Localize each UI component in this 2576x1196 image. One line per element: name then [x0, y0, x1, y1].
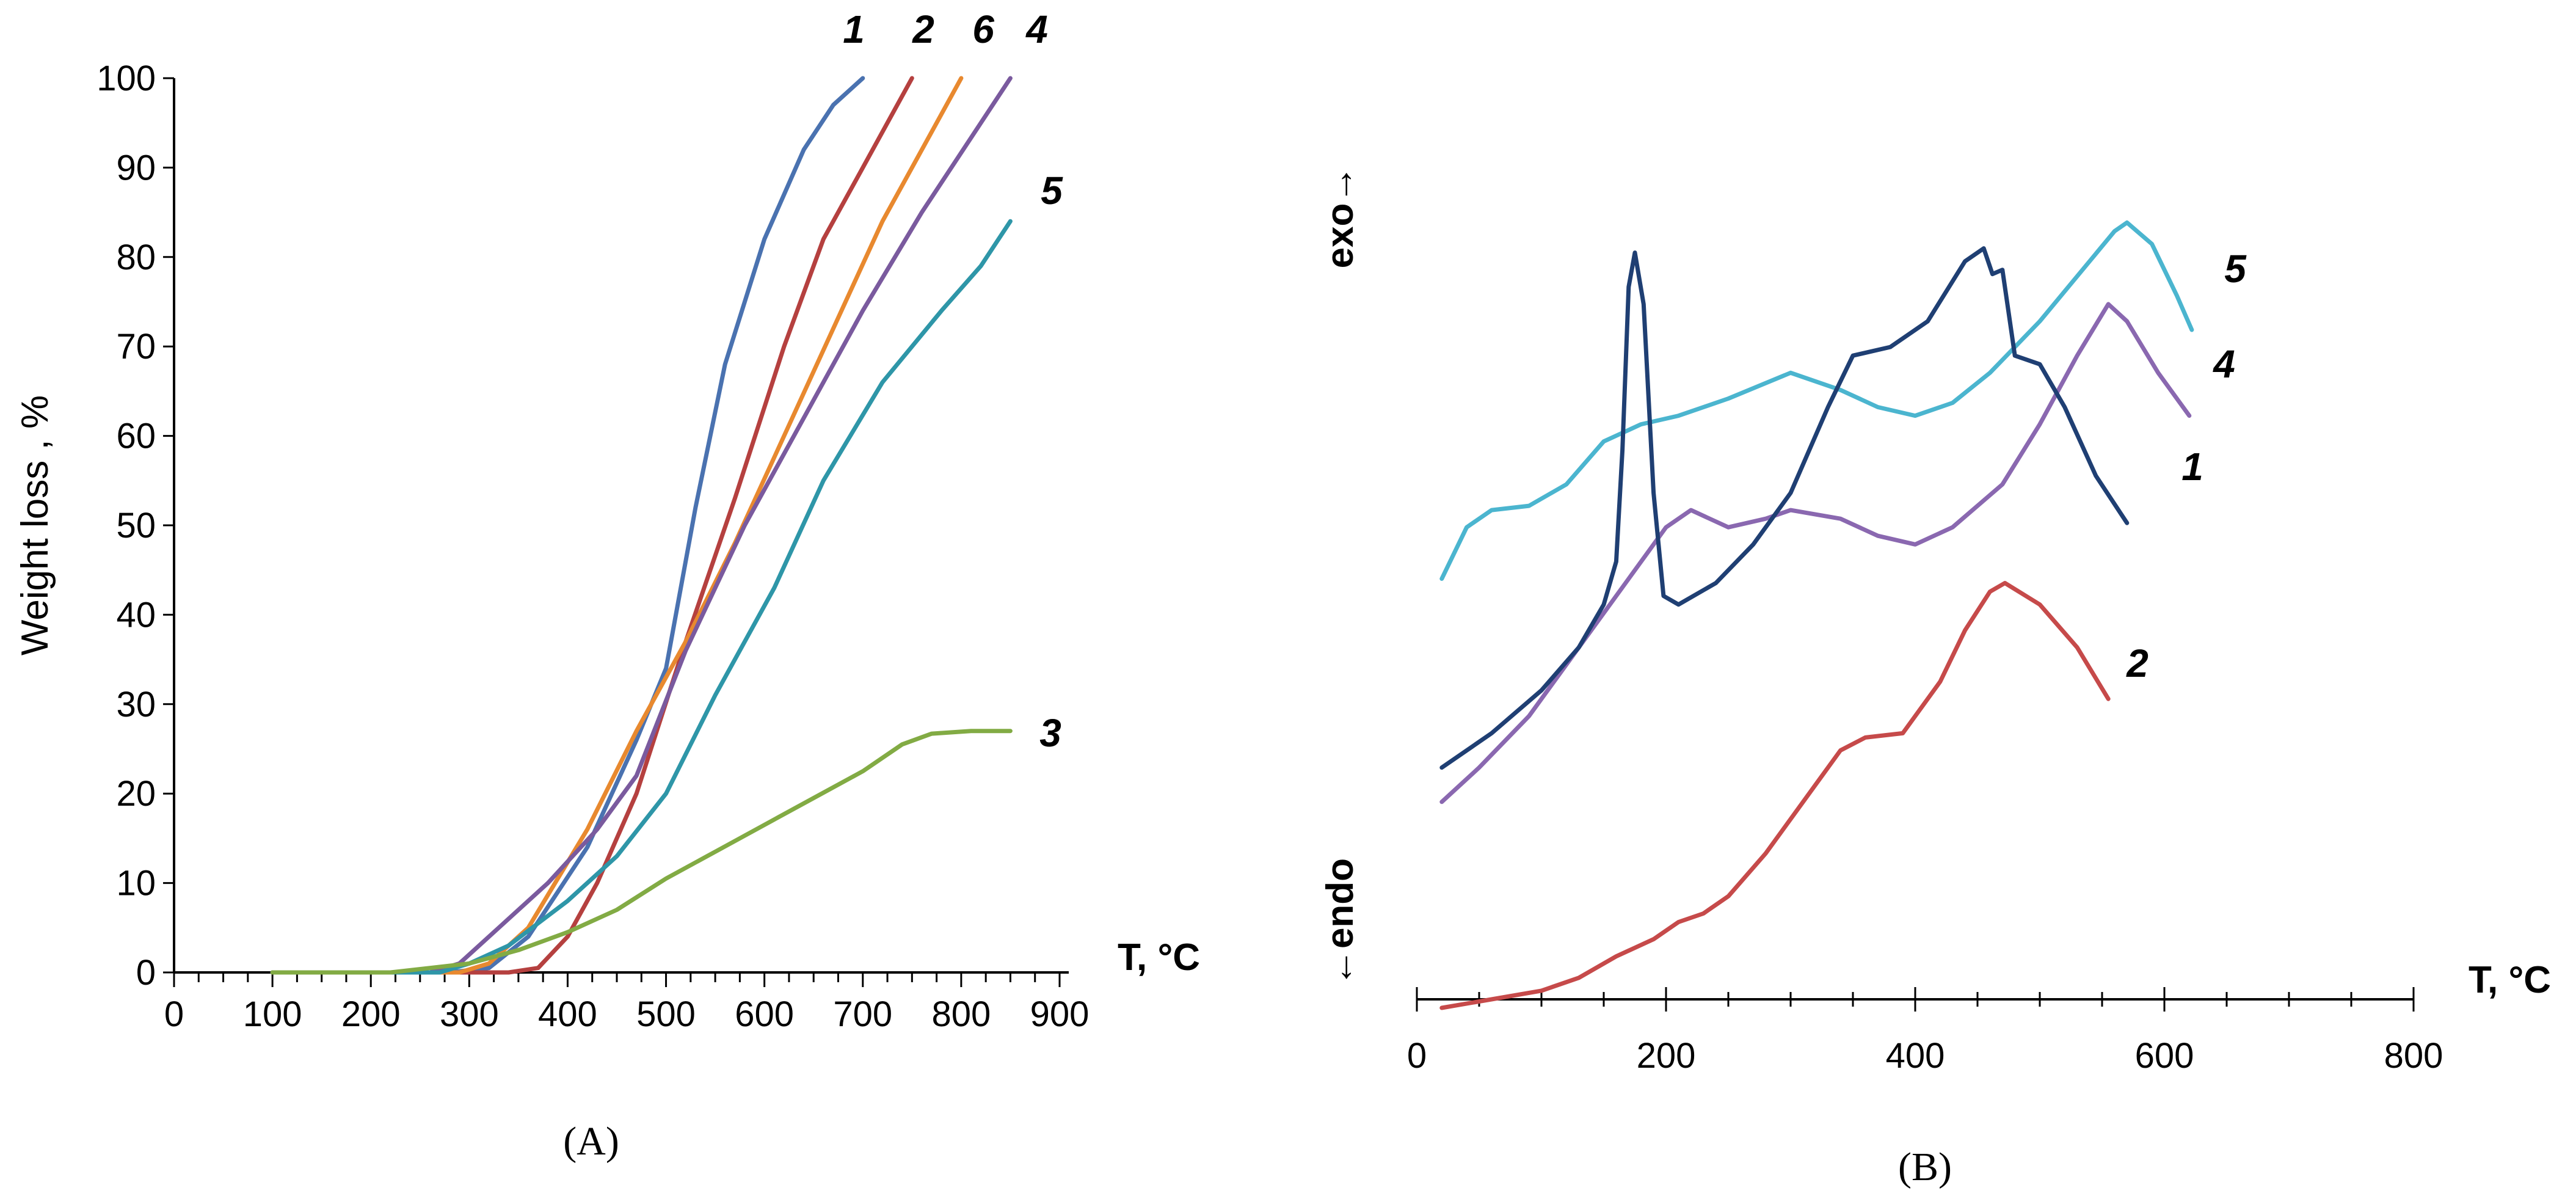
panel-b-x-tick-label: 400 [1886, 1036, 1945, 1076]
panel-b-x-tick-label: 800 [2384, 1036, 2443, 1076]
panel-a-series [270, 76, 1013, 975]
panel-a-series-4-line [270, 76, 1013, 975]
panel-a-x-tick-label: 600 [735, 994, 794, 1034]
panel-b-x-tick-label: 0 [1407, 1036, 1427, 1076]
panel-b-x-tick-label: 600 [2135, 1036, 2194, 1076]
panel-a-curve-label-2: 2 [912, 7, 934, 51]
panel-a-y-tick-label: 30 [116, 685, 156, 724]
panel-b-x-axis-title: T, °C [2469, 959, 2551, 1001]
panel-b-dta-chart: 0 200 400 600 800 exo→ ←endo T, °C (B) 5 4 1… [1319, 166, 2551, 1189]
panel-a-y-tick-label: 40 [116, 595, 156, 635]
panel-a-y-tick-label: 10 [116, 864, 156, 903]
panel-a-x-tick-label: 700 [833, 994, 892, 1034]
panel-a-x-tick-label: 200 [341, 994, 401, 1034]
panel-b-x-tick-label: 200 [1637, 1036, 1696, 1076]
panel-b-series [1439, 220, 2194, 1010]
panel-a-series-5-line [270, 219, 1013, 975]
panel-a-curve-label-5: 5 [1041, 169, 1063, 213]
panel-a-y-tick-label: 80 [116, 238, 156, 277]
panel-a-y-tick-label: 60 [116, 417, 156, 456]
panel-a-y-ticks: 0 10 20 30 40 50 60 70 80 90 100 [96, 59, 174, 993]
panel-a-y-tick-label: 90 [116, 148, 156, 188]
panel-a-x-tick-label: 400 [538, 994, 597, 1034]
panel-b-series-2-line [1439, 581, 2111, 1010]
panel-a-x-tick-label: 800 [931, 994, 991, 1034]
panel-a-x-tick-label: 100 [243, 994, 302, 1034]
panel-a-curve-label-6: 6 [972, 7, 994, 51]
panel-a-x-tick-label: 0 [164, 994, 184, 1034]
panel-a-y-tick-label: 70 [116, 327, 156, 366]
panel-b-curve-label-2: 2 [2126, 641, 2148, 685]
panel-a-y-tick-label: 100 [96, 59, 156, 98]
panel-b-series-1-line [1439, 246, 2130, 770]
panel-a-y-axis-title: Weight loss , % [14, 395, 56, 655]
panel-a-weight-loss-chart: 0 10 20 30 40 50 60 70 80 90 100 0 100 200 300 400 500 6… [14, 7, 1200, 1164]
panel-a-x-axis-title: T, °C [1118, 936, 1200, 979]
panel-a-y-tick-label: 0 [136, 953, 156, 993]
panel-a-series-1-line [270, 76, 865, 975]
panel-b-curve-label-4: 4 [2212, 342, 2235, 386]
panel-a-curve-label-4: 4 [1025, 7, 1048, 51]
panel-b-series-5-line [1439, 220, 2194, 581]
panel-a-y-tick-label: 20 [116, 774, 156, 814]
panel-b-series-4-line [1439, 302, 2192, 804]
panel-a-x-tick-label: 300 [440, 994, 499, 1034]
panel-b-curve-label-1: 1 [2181, 445, 2203, 489]
panel-a-series-6-line [270, 76, 964, 975]
panel-a-curve-label-1: 1 [843, 7, 865, 51]
panel-a-label: (A) [563, 1119, 619, 1164]
panel-a-x-ticks: 0 100 200 300 400 500 600 700 800 900 [164, 972, 1090, 1034]
panel-b-x-ticks: 0 200 400 600 800 [1407, 987, 2443, 1076]
panel-a-series-3-line [270, 729, 1013, 975]
panel-a-x-tick-label: 900 [1030, 994, 1090, 1034]
panel-a-y-tick-label: 50 [116, 506, 156, 545]
panel-b-exo-label: exo→ [1319, 166, 1361, 269]
panel-b-curve-label-5: 5 [2224, 247, 2247, 291]
panel-b-label: (B) [1898, 1145, 1952, 1189]
panel-b-endo-label: ←endo [1319, 858, 1361, 986]
panel-a-x-tick-label: 500 [636, 994, 696, 1034]
panel-a-curve-label-3: 3 [1039, 711, 1061, 755]
